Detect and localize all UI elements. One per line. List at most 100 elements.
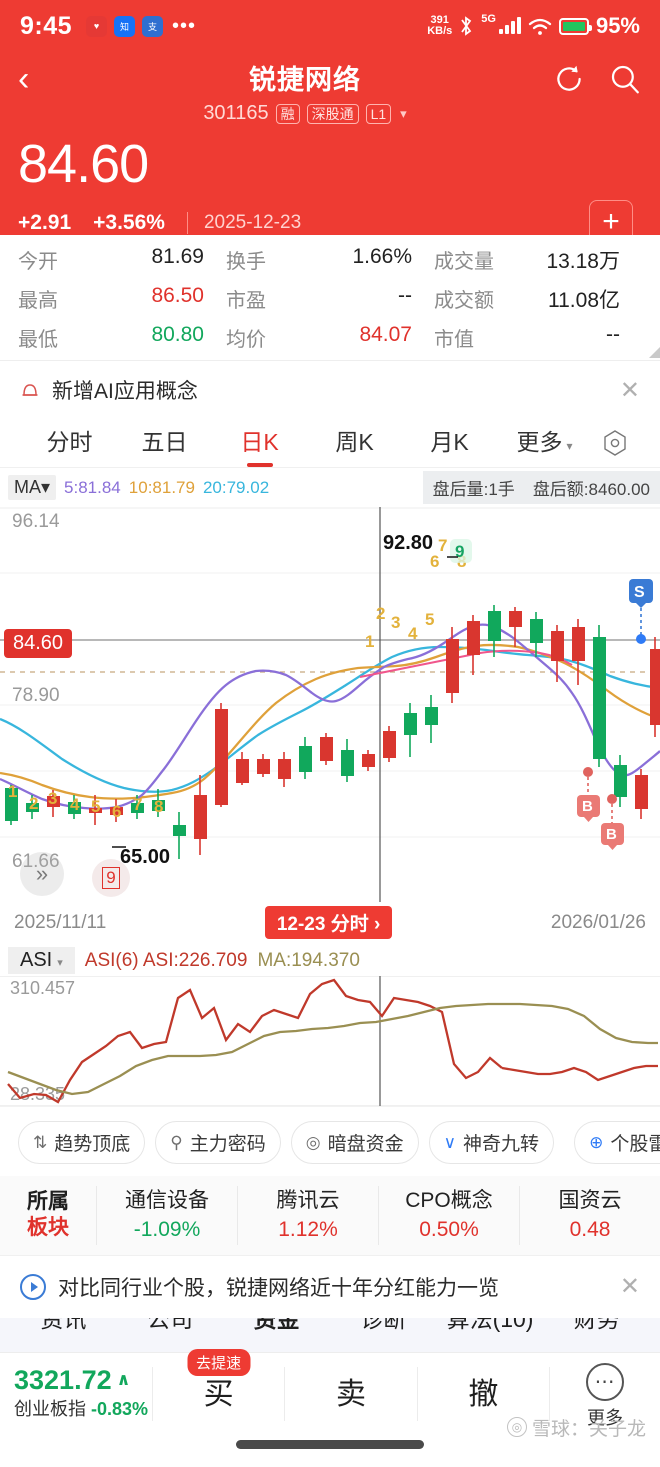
sector-item-tencent-cloud[interactable]: 腾讯云 1.12% — [237, 1186, 378, 1245]
pill-magic-nine-turn[interactable]: ∨ 神奇九转 — [428, 1121, 555, 1164]
overflow-dots-icon: ••• — [172, 15, 197, 37]
watermark: ◎ 雪球：关子龙 — [506, 1414, 646, 1441]
sector-item-communication[interactable]: 通信设备 -1.09% — [96, 1186, 237, 1245]
close-icon[interactable]: ✕ — [619, 376, 640, 404]
ma-legend-bar: MA▾ 5:81.84 10:81.79 20:79.02 盘后量:1手 盘后额… — [0, 467, 660, 507]
svg-text:6: 6 — [430, 552, 439, 571]
tab-diagnosis[interactable]: 诊断 — [360, 1317, 407, 1332]
tab-five-day[interactable]: 五日 — [141, 429, 188, 455]
nav-divider — [548, 1366, 550, 1421]
tag-shenzhen-connect: 深股通 — [306, 103, 359, 124]
heart-app-icon: ♥ — [86, 15, 108, 37]
candlestick-chart[interactable]: 96.14 78.90 61.66 — [0, 507, 660, 902]
chart-settings-button[interactable] — [592, 428, 638, 463]
date-axis-start: 2025/11/11 — [14, 911, 107, 933]
nine-turn-marker-icon[interactable]: 9 — [92, 859, 130, 897]
status-app-icons: ♥ 知 支 ••• — [86, 15, 197, 37]
svg-text:2: 2 — [376, 604, 385, 623]
search-icon[interactable] — [608, 62, 642, 96]
after-hours-amount: 盘后额:8460.00 — [532, 480, 650, 499]
tab-financials[interactable]: 财务 — [573, 1317, 620, 1332]
tab-more-label: 更多 — [516, 429, 563, 455]
asi-value-label: ASI(6) ASI:226.709 — [84, 949, 248, 971]
asi-selector[interactable]: ASI ▾ — [8, 947, 75, 974]
more-dots-icon: ⋯ — [585, 1362, 624, 1401]
header-actions — [552, 62, 642, 96]
buy-label: 买 — [203, 1377, 234, 1411]
page-title: 锐捷网络 — [249, 65, 361, 95]
tab-weekly-k[interactable]: 周K — [335, 429, 374, 455]
buy-button[interactable]: 去提速 买 — [153, 1348, 284, 1413]
more-label: 更多 — [586, 1407, 623, 1428]
play-icon — [20, 1273, 46, 1300]
status-time: 9:45 — [20, 11, 73, 40]
chart-low-label: 65.00 — [120, 846, 171, 868]
sector-name: 腾讯云 — [276, 1189, 340, 1212]
cancel-order-button[interactable]: 撤 — [468, 1377, 499, 1411]
y-tick-mid: 78.90 — [12, 685, 60, 706]
y-tick-top: 96.14 — [12, 511, 60, 532]
refresh-icon[interactable] — [552, 62, 586, 96]
tab-more[interactable]: 更多 ▾ — [497, 423, 592, 467]
svg-text:3: 3 — [391, 613, 400, 632]
promo-banner[interactable]: 对比同行业个股，锐捷网络近十年分红能力一览 ✕ — [0, 1254, 660, 1318]
chevron-down-icon[interactable]: ▾ — [400, 105, 407, 121]
fenshi-jump-button[interactable]: 12-23 分时 › — [264, 906, 393, 939]
chart-high-label: 92.80 — [383, 532, 434, 554]
svg-text:7: 7 — [438, 536, 447, 555]
tab-company[interactable]: 公司 — [147, 1317, 193, 1332]
sell-button[interactable]: 卖 — [335, 1377, 366, 1411]
sector-item-state-cloud[interactable]: 国资云 0.48 — [519, 1186, 660, 1245]
pill-dark-pool-funds[interactable]: ◎ 暗盘资金 — [290, 1121, 419, 1164]
more-button[interactable]: ⋯ 更多 — [550, 1362, 660, 1430]
back-button[interactable]: ‹ — [18, 60, 30, 98]
expand-corner-icon[interactable] — [649, 347, 660, 358]
magnet-icon: ◎ — [305, 1132, 321, 1152]
signal-b-2: B — [601, 794, 624, 850]
network-speed-indicator: 391 KB/s — [427, 14, 453, 37]
pill-label: 个股雷 — [610, 1134, 660, 1155]
quote-value: 81.69 — [151, 245, 204, 268]
pill-main-force-code[interactable]: ⚲ 主力密码 — [155, 1121, 281, 1164]
checkmark-v-icon: ∨ — [443, 1132, 457, 1152]
speed-up-badge[interactable]: 去提速 — [187, 1348, 251, 1376]
tab-daily-k[interactable]: 日K — [212, 423, 307, 467]
chevron-down-icon: ▾ — [566, 439, 573, 453]
quote-cell: 成交量 13.18万 — [434, 245, 642, 275]
close-icon[interactable]: ✕ — [619, 1273, 640, 1301]
settings-hex-icon — [604, 429, 626, 456]
battery-percent-label: 95% — [595, 13, 640, 38]
sector-pct: -1.09% — [133, 1218, 201, 1242]
ai-concept-banner[interactable]: 新增AI应用概念 ✕ — [0, 360, 660, 419]
status-right-icons: 391 KB/s 5G 95% — [427, 13, 640, 39]
asi-chart[interactable]: 310.457 28.335 — [0, 976, 660, 1106]
price-change-row: +2.91 +3.56% 2025-12-23 — [18, 211, 642, 235]
svg-text:S: S — [634, 584, 645, 601]
ma-selector[interactable]: MA▾ — [8, 475, 57, 500]
quote-value: 11.08亿 — [548, 289, 620, 312]
date-axis-end: 2026/01/26 — [550, 911, 646, 933]
index-widget[interactable]: 3321.72 ∧ 创业板指 -0.83% — [0, 1363, 152, 1421]
watermark-text: 雪球：关子龙 — [531, 1418, 646, 1440]
battery-icon — [558, 17, 592, 35]
asi-line — [7, 978, 503, 1104]
index-change: -0.83% — [91, 1398, 149, 1419]
quote-value: 84.07 — [359, 323, 412, 346]
stock-code: 301165 — [203, 102, 269, 124]
asi-line-cont — [501, 1064, 658, 1082]
asi-ma-line — [7, 1002, 658, 1096]
svg-text:2: 2 — [29, 794, 38, 813]
tab-monthly-k[interactable]: 月K — [430, 429, 469, 455]
tab-news[interactable]: 资讯 — [10, 1318, 117, 1334]
tab-funds[interactable]: 资金 — [253, 1317, 300, 1332]
fast-forward-icon[interactable]: » — [20, 852, 64, 896]
tab-algorithm[interactable]: 算法(10) — [446, 1317, 534, 1332]
svg-text:B: B — [582, 798, 593, 815]
pill-label: 趋势顶底 — [54, 1134, 131, 1155]
pill-trend-top-bottom[interactable]: ⇅ 趋势顶底 — [18, 1121, 146, 1164]
asi-svg: 310.457 28.335 — [0, 976, 660, 1106]
tab-fenshi[interactable]: 分时 — [46, 429, 93, 455]
sector-item-cpo[interactable]: CPO概念 0.50% — [378, 1186, 519, 1245]
pill-stock-radar[interactable]: ⊕ 个股雷 — [574, 1121, 660, 1164]
